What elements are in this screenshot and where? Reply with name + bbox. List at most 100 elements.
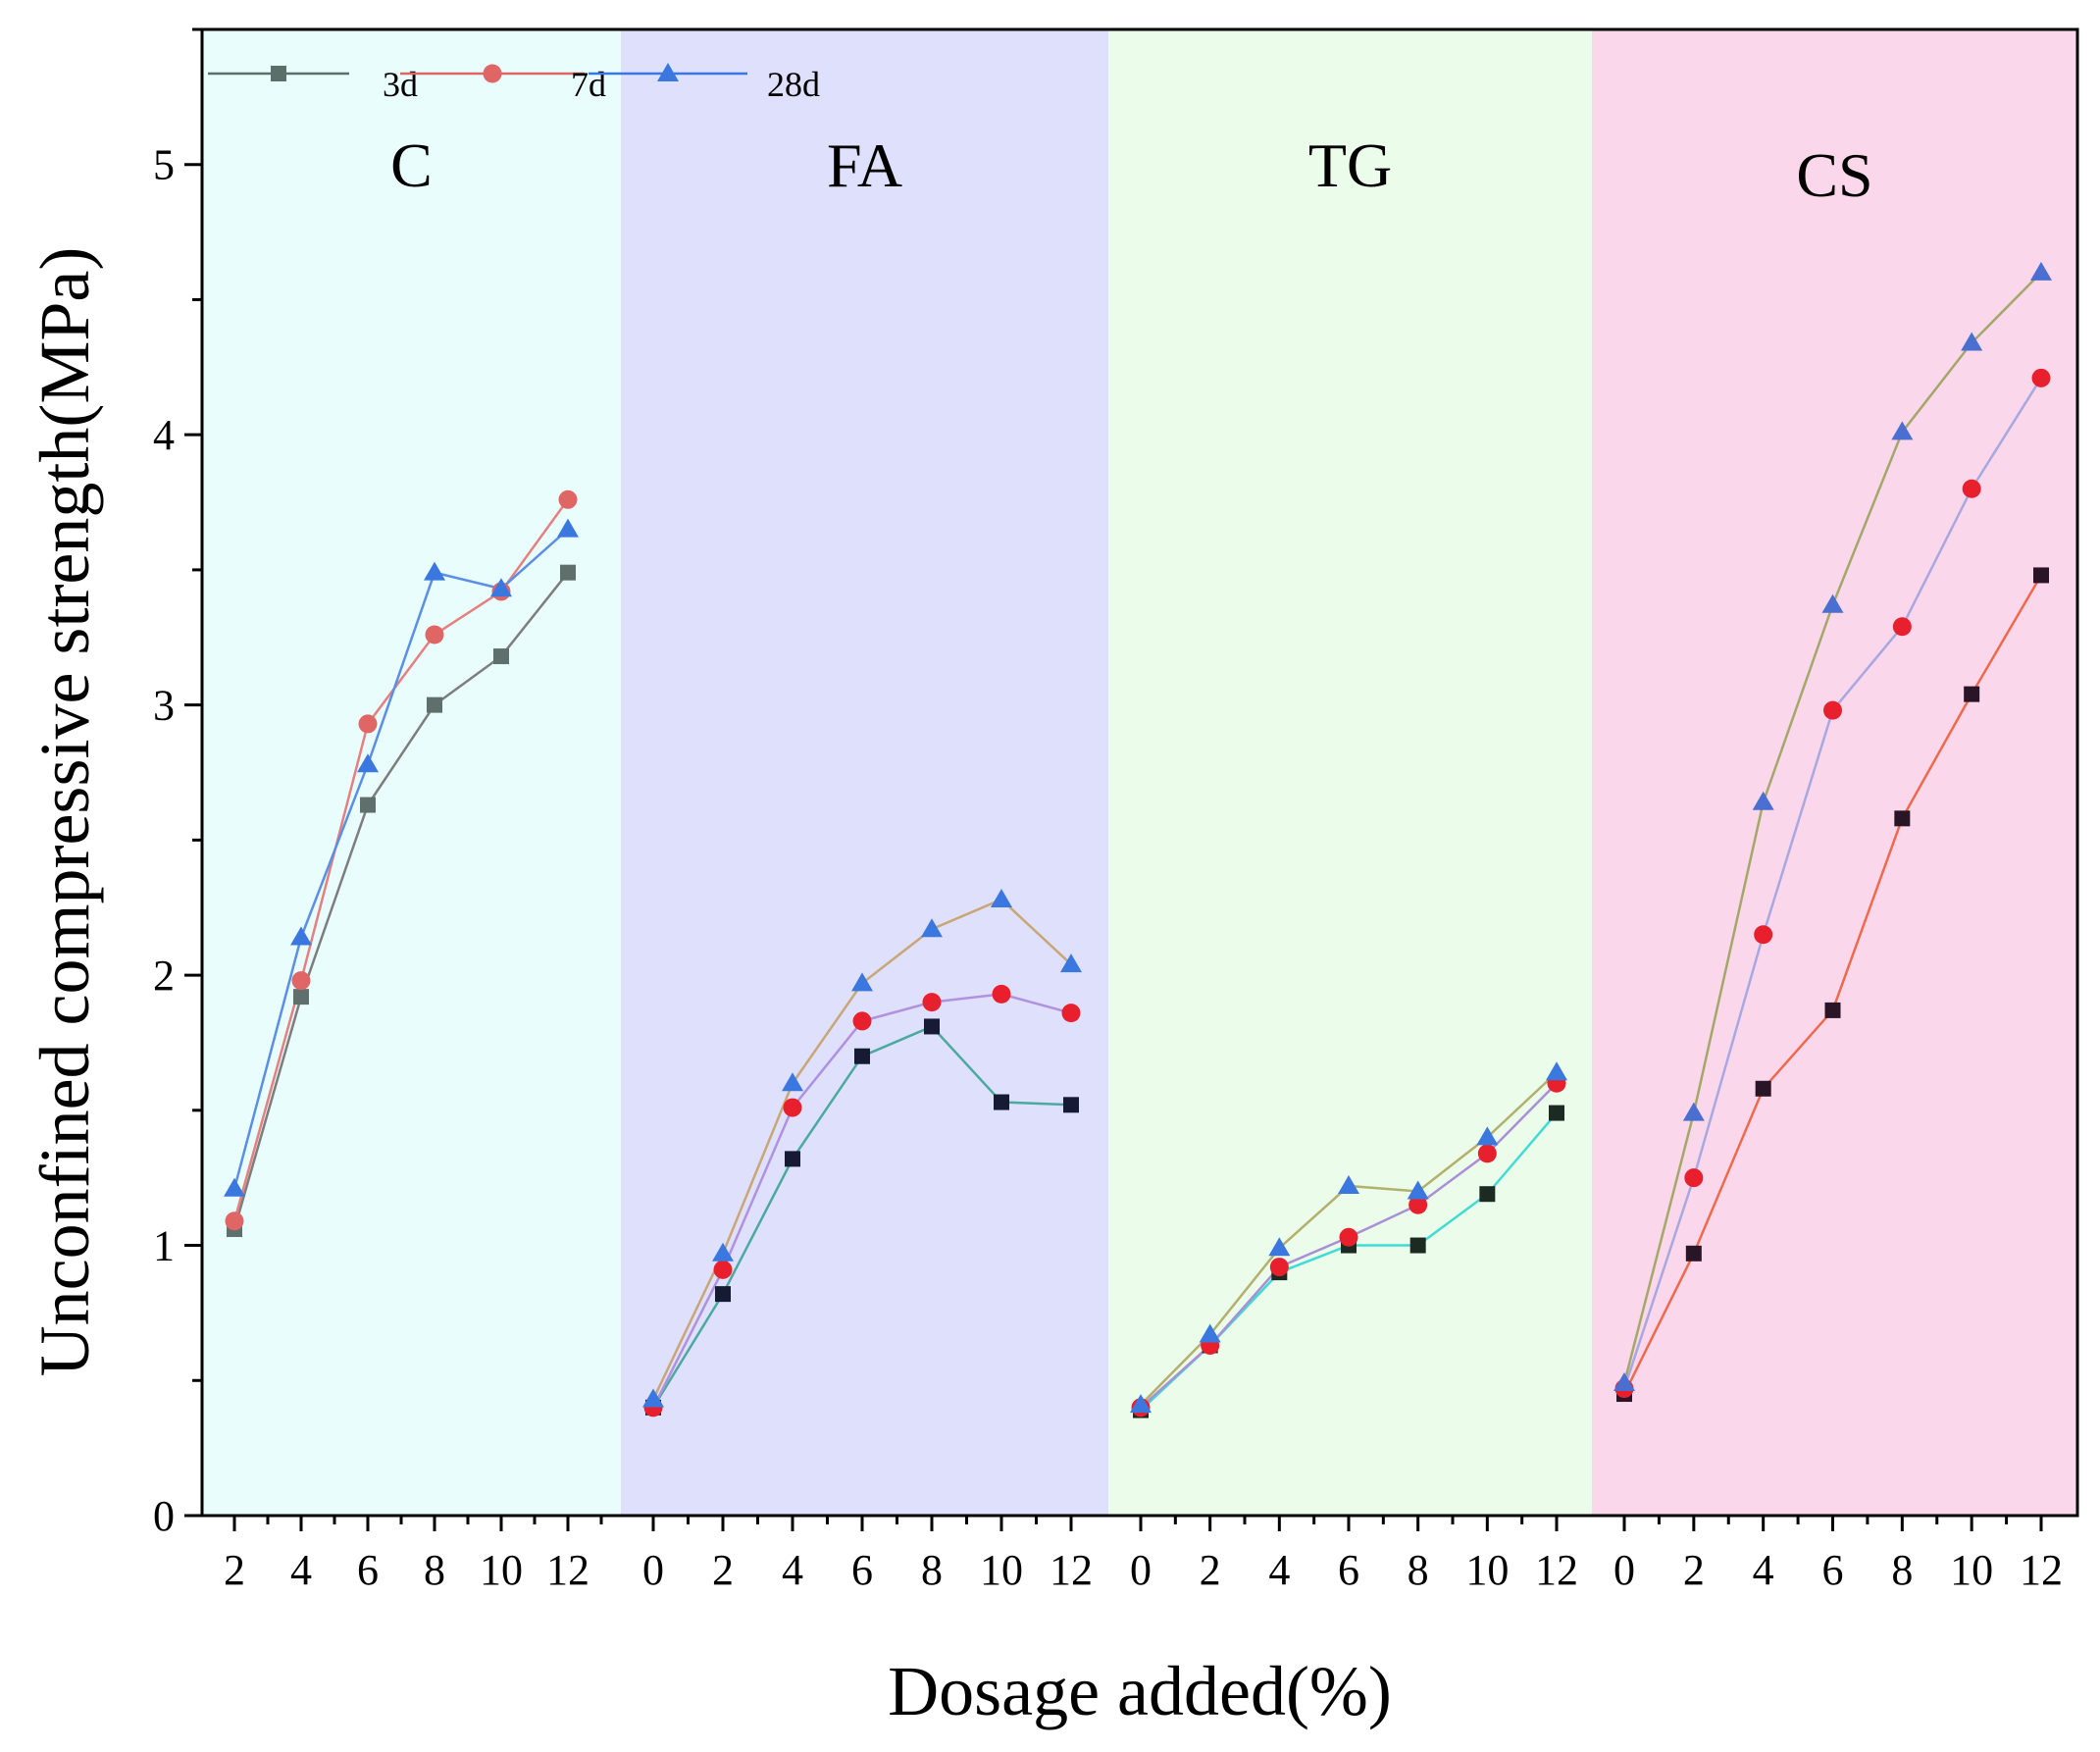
data-point-fa-28d (991, 888, 1012, 907)
legend-marker-3d (271, 66, 286, 81)
data-point-c-7d (558, 490, 578, 509)
x-tick-label: 2 (1200, 1546, 1221, 1594)
data-point-c-3d (360, 797, 376, 813)
x-tick-label: 4 (1268, 1546, 1290, 1594)
data-point-c-28d (290, 926, 312, 946)
data-point-fa-28d (782, 1072, 803, 1092)
data-point-cs-7d (2031, 368, 2051, 387)
x-tick-label: 4 (1753, 1546, 1774, 1594)
data-point-tg-28d (1130, 1394, 1152, 1414)
group-background-fa (621, 29, 1108, 1516)
x-tick-label: 4 (290, 1546, 312, 1594)
x-tick-label: 6 (1338, 1546, 1359, 1594)
data-point-cs-3d (1894, 810, 1911, 827)
x-tick-label: 2 (224, 1546, 245, 1594)
x-tick-label: 10 (480, 1546, 523, 1594)
data-point-fa-3d (1063, 1097, 1079, 1113)
data-point-fa-28d (851, 972, 873, 992)
y-tick-label: 0 (153, 1492, 175, 1540)
x-tick-label: 2 (712, 1546, 734, 1594)
x-tick-label: 10 (980, 1546, 1023, 1594)
x-tick-label: 12 (2020, 1546, 2063, 1594)
data-point-tg-28d (1546, 1061, 1567, 1081)
data-point-cs-28d (1961, 332, 1983, 351)
legend-marker-7d (483, 64, 502, 83)
y-tick-label: 4 (153, 411, 175, 459)
data-point-tg-3d (1549, 1105, 1564, 1121)
x-tick-label: 0 (642, 1546, 664, 1594)
data-point-cs-7d (1684, 1168, 1704, 1188)
data-point-tg-28d (1476, 1126, 1499, 1146)
data-point-cs-3d (2033, 567, 2049, 584)
series-line-c-3d (232, 571, 569, 1230)
data-point-cs-3d (1755, 1080, 1771, 1097)
data-point-fa-3d (994, 1094, 1009, 1110)
series-line-c-7d (232, 498, 570, 1222)
group-label-tg: TG (1308, 130, 1392, 200)
data-point-fa-7d (852, 1011, 872, 1031)
data-point-c-7d (358, 714, 378, 734)
x-tick-label: 12 (1535, 1546, 1578, 1594)
data-point-c-3d (293, 989, 309, 1005)
data-point-cs-28d (1752, 791, 1774, 810)
data-point-fa-28d (642, 1388, 664, 1408)
data-point-c-7d (425, 625, 444, 644)
x-tick-label: 12 (1050, 1546, 1093, 1594)
x-tick-label: 10 (1465, 1546, 1509, 1594)
data-point-tg-7d (1339, 1227, 1358, 1247)
x-tick-label: 8 (921, 1546, 943, 1594)
data-point-cs-7d (1823, 700, 1842, 720)
x-tick-label: 0 (1130, 1546, 1152, 1594)
data-point-fa-7d (922, 993, 942, 1012)
data-point-fa-3d (854, 1048, 870, 1064)
data-point-tg-7d (1269, 1258, 1289, 1277)
x-axis-title: Dosage added(%) (888, 1652, 1392, 1730)
data-point-cs-28d (1682, 1102, 1705, 1121)
data-point-cs-7d (1892, 617, 1912, 637)
data-point-tg-28d (1407, 1180, 1429, 1200)
data-point-c-28d (224, 1177, 245, 1197)
data-point-fa-28d (712, 1242, 734, 1262)
data-point-cs-7d (1962, 479, 1981, 498)
y-tick-label: 5 (153, 141, 175, 189)
group-label-cs: CS (1796, 140, 1872, 210)
data-point-c-7d (225, 1211, 244, 1231)
y-tick-label: 2 (153, 952, 175, 1000)
data-point-tg-7d (1409, 1195, 1428, 1214)
data-point-fa-7d (992, 984, 1011, 1004)
legend-label-3d: 3d (383, 65, 418, 104)
x-tick-label: 10 (1950, 1546, 1993, 1594)
group-background-tg (1108, 29, 1592, 1516)
x-tick-label: 6 (357, 1546, 379, 1594)
data-point-c-3d (427, 696, 442, 713)
data-point-c-28d (424, 561, 445, 581)
data-point-c-28d (557, 518, 579, 538)
data-point-fa-28d (1060, 953, 1082, 973)
data-point-fa-3d (924, 1018, 940, 1035)
data-point-c-28d (490, 578, 512, 597)
data-point-fa-3d (785, 1151, 800, 1167)
data-point-c-28d (357, 753, 379, 773)
group-label-c: C (390, 130, 433, 200)
legend-label-28d: 28d (767, 65, 820, 104)
y-tick-label: 1 (153, 1222, 175, 1270)
x-tick-label: 2 (1683, 1546, 1705, 1594)
legend-marker-28d (657, 63, 679, 81)
data-point-cs-28d (1891, 421, 1914, 440)
data-point-cs-28d (1613, 1372, 1635, 1392)
x-tick-label: 0 (1613, 1546, 1635, 1594)
data-point-tg-3d (1479, 1186, 1496, 1203)
data-point-fa-3d (715, 1286, 731, 1303)
data-point-cs-28d (1821, 593, 1844, 613)
data-point-fa-7d (783, 1098, 802, 1117)
data-point-fa-28d (921, 918, 943, 938)
data-point-tg-28d (1338, 1174, 1359, 1194)
x-tick-label: 6 (851, 1546, 873, 1594)
y-tick-label: 3 (153, 682, 175, 730)
x-tick-label: 6 (1822, 1546, 1844, 1594)
data-point-tg-28d (1199, 1323, 1221, 1343)
x-tick-label: 12 (546, 1546, 589, 1594)
x-tick-label: 8 (1408, 1546, 1429, 1594)
data-point-tg-3d (1409, 1237, 1426, 1254)
